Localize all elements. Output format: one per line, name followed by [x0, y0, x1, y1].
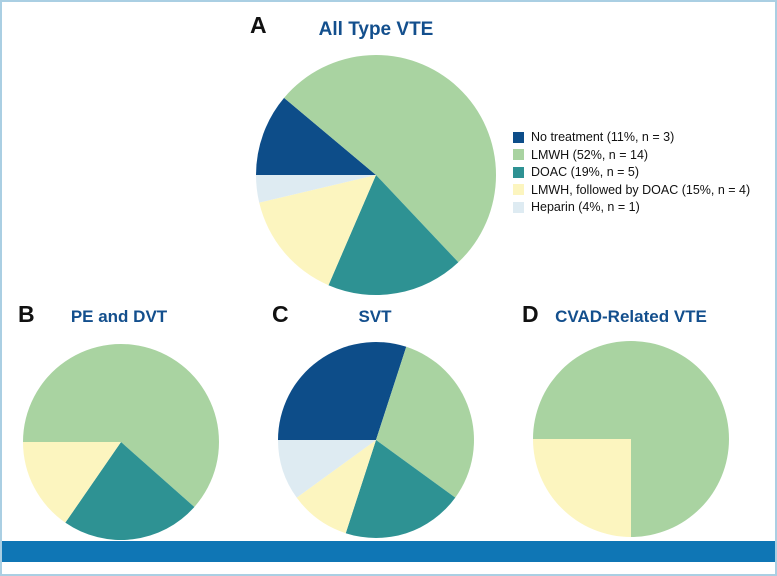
legend-item-heparin: Heparin (4%, n = 1): [513, 201, 750, 214]
legend-item-no_treatment: No treatment (11%, n = 3): [513, 131, 750, 144]
pie-slice-heparin: [256, 175, 376, 203]
legend-swatch-no_treatment: [513, 131, 524, 143]
legend: No treatment (11%, n = 3) LMWH (52%, n = …: [513, 131, 750, 219]
legend-label-lmwh_then_doac: LMWH, followed by DOAC (15%, n = 4): [531, 182, 751, 197]
pie-slice-lmwh: [23, 343, 219, 507]
panel-label-d: D: [522, 301, 539, 327]
pie-slice-heparin: [278, 440, 376, 498]
legend-label-heparin: Heparin (4%, n = 1): [531, 200, 640, 214]
legend-swatch-lmwh: [513, 149, 524, 161]
pie-slice-doac: [328, 175, 459, 296]
legend-item-lmwh_then_doac: LMWH, followed by DOAC (15%, n = 4): [513, 182, 751, 197]
panel-label-a: A: [250, 12, 267, 38]
pie-slice-no_treatment: [278, 342, 407, 440]
pie-slice-lmwh_then_doac: [23, 442, 121, 523]
panel-title-pe-and-dvt: PE and DVT: [70, 307, 168, 326]
legend-label-no_treatment: No treatment (11%, n = 3): [531, 130, 675, 144]
pie-slice-lmwh_then_doac: [533, 439, 631, 537]
pie-chart-pe-and-dvt: [23, 343, 219, 540]
legend-item-doac: DOAC (19%, n = 5): [513, 166, 750, 179]
pie-slice-no_treatment: [256, 97, 376, 175]
pie-chart-cvad-related-vte: [533, 341, 729, 537]
panel-label-b: B: [18, 301, 35, 327]
legend-label-doac: DOAC (19%, n = 5): [531, 165, 640, 179]
pie-chart-all-type-vte: [256, 54, 497, 296]
legend-label-lmwh: LMWH (52%, n = 14): [531, 147, 649, 162]
legend-item-lmwh: LMWH (52%, n = 14): [513, 147, 750, 162]
panel-title-cvad-related-vte: CVAD-Related VTE: [555, 307, 707, 326]
pie-slice-doac: [345, 440, 456, 538]
panel-title-svt: SVT: [358, 307, 392, 326]
pie-slice-lmwh_then_doac: [259, 175, 376, 286]
panel-label-c: C: [272, 301, 289, 327]
bottom-accent-bar: [2, 541, 775, 562]
legend-swatch-doac: [513, 166, 524, 178]
pie-slice-lmwh_then_doac: [296, 440, 376, 534]
panel-title-all-type-vte: All Type VTE: [318, 19, 434, 40]
legend-swatch-lmwh_then_doac: [513, 184, 524, 196]
pie-slice-doac: [65, 442, 195, 540]
legend-swatch-heparin: [513, 201, 524, 213]
pie-slice-lmwh: [376, 346, 474, 498]
pie-slice-lmwh: [284, 54, 497, 263]
pie-chart-svt: [278, 342, 474, 538]
